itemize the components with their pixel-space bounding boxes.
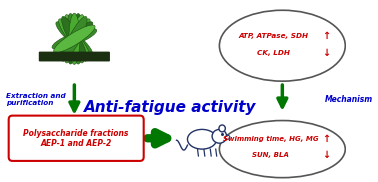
Ellipse shape (68, 14, 81, 64)
FancyBboxPatch shape (9, 116, 144, 161)
Ellipse shape (59, 19, 90, 59)
Text: ATP, ATPase, SDH: ATP, ATPase, SDH (238, 33, 308, 39)
Text: Extraction and
purification: Extraction and purification (6, 93, 66, 106)
FancyBboxPatch shape (39, 52, 110, 62)
Text: ↑: ↑ (322, 31, 331, 41)
Text: ↑: ↑ (322, 134, 331, 144)
Text: Polysaccharide fractions
AEP-1 and AEP-2: Polysaccharide fractions AEP-1 and AEP-2 (23, 128, 129, 148)
Ellipse shape (56, 22, 93, 56)
Text: ↓: ↓ (322, 150, 331, 160)
Ellipse shape (54, 25, 95, 53)
Text: Mechanism: Mechanism (325, 95, 373, 104)
Ellipse shape (59, 19, 90, 59)
Text: SUN, BLA: SUN, BLA (252, 152, 289, 158)
Text: ↓: ↓ (322, 48, 331, 58)
Ellipse shape (65, 15, 84, 63)
Ellipse shape (56, 22, 93, 56)
Ellipse shape (69, 13, 80, 64)
Ellipse shape (225, 135, 230, 139)
Ellipse shape (68, 14, 81, 64)
Ellipse shape (219, 120, 345, 178)
Ellipse shape (219, 10, 345, 81)
Ellipse shape (62, 16, 87, 61)
Ellipse shape (65, 15, 84, 63)
Text: Anti-fatigue activity: Anti-fatigue activity (84, 100, 256, 115)
Ellipse shape (187, 129, 217, 149)
Ellipse shape (52, 28, 97, 49)
Ellipse shape (62, 16, 87, 61)
Ellipse shape (212, 129, 227, 143)
Ellipse shape (219, 125, 225, 132)
Text: CK, LDH: CK, LDH (257, 50, 290, 56)
Text: Swimming time, HG, MG: Swimming time, HG, MG (223, 136, 318, 142)
